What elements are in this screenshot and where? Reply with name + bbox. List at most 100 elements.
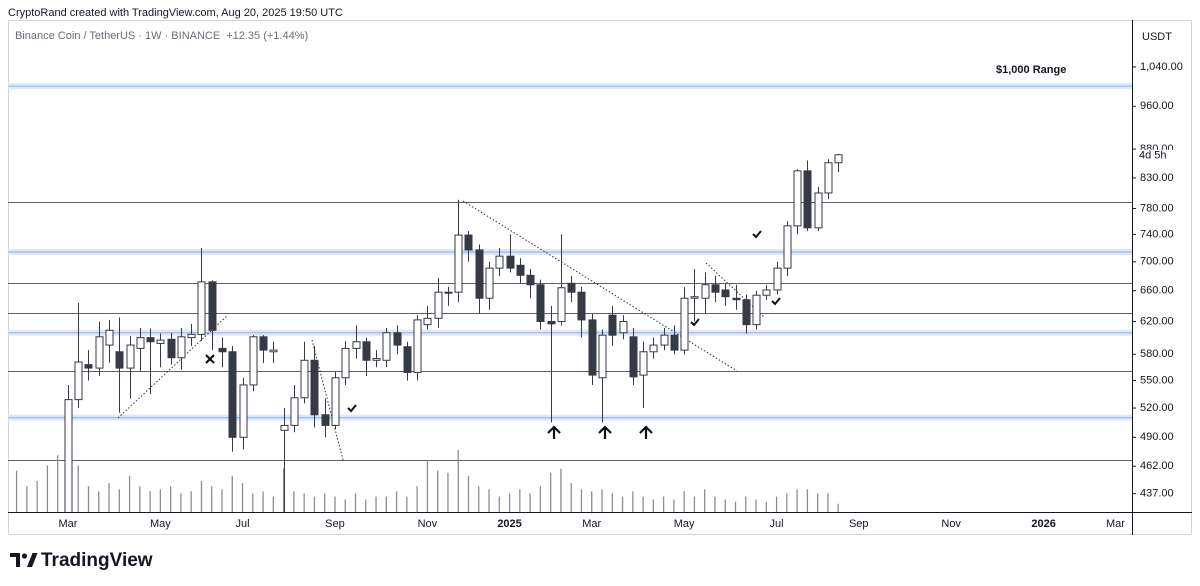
candle-body — [454, 234, 463, 293]
candle-body — [105, 329, 114, 346]
symbol-line: Binance Coin / TetherUS · 1W · BINANCE +1… — [15, 30, 308, 42]
candle-body — [783, 225, 792, 269]
y-tick-label: 660.00 — [1140, 285, 1174, 297]
candle-body — [567, 282, 576, 293]
candle-body — [95, 336, 104, 369]
candle-body — [434, 291, 443, 319]
logo-mark — [21, 553, 28, 559]
candle-body — [218, 347, 227, 353]
candle-body — [588, 319, 597, 376]
footer-logo: TradingView — [41, 550, 153, 571]
candle-body — [506, 255, 515, 269]
candle-body — [228, 351, 237, 438]
candle-body — [197, 281, 206, 335]
x-tick-label: Mar — [582, 518, 601, 530]
x-tick-label: May — [674, 518, 695, 530]
candle-body — [126, 344, 135, 369]
y-tick-label: 550.00 — [1140, 374, 1174, 386]
candle-body — [793, 170, 802, 227]
logo-mark — [10, 553, 20, 567]
candle-body — [362, 341, 371, 361]
x-tick-label: Jul — [770, 518, 784, 530]
y-tick-label: 520.00 — [1140, 402, 1174, 414]
candle-body — [177, 336, 186, 359]
candle-body — [649, 344, 658, 353]
candle-body — [382, 332, 391, 361]
y-tick-label: 700.00 — [1140, 256, 1174, 268]
candle-body — [464, 234, 473, 251]
candle-body — [146, 337, 155, 343]
candle-body — [670, 334, 679, 351]
y-tick-label: 780.00 — [1140, 202, 1174, 214]
candle-body — [495, 255, 504, 269]
levels — [8, 83, 1132, 461]
candle-body — [393, 332, 402, 346]
y-tick-label: 437.00 — [1140, 488, 1174, 500]
candle-body — [752, 294, 761, 326]
x-tick-label: Nov — [941, 518, 961, 530]
x-tick-label: Nov — [418, 518, 438, 530]
candle-body — [423, 317, 432, 326]
frame — [8, 20, 1192, 535]
candle-body — [280, 424, 289, 431]
candle-body — [352, 341, 361, 349]
x-tick-label: Sep — [849, 518, 869, 530]
y-tick-label: 740.00 — [1140, 228, 1174, 240]
currency: USDT — [1142, 31, 1172, 43]
check-icon — [752, 230, 762, 239]
y-tick-label: 490.00 — [1140, 431, 1174, 443]
candle-body — [167, 338, 176, 359]
candle-body — [239, 384, 248, 438]
candle-body — [742, 299, 751, 326]
candle-body — [413, 319, 422, 373]
trend-line — [117, 314, 229, 419]
candle-body — [84, 364, 93, 369]
candle-body — [269, 349, 278, 353]
trend-line — [462, 200, 738, 372]
candle-body — [208, 281, 217, 331]
candle-body — [187, 333, 196, 339]
check-icon — [347, 404, 357, 413]
candle-body — [74, 361, 83, 401]
candle-body — [115, 351, 124, 369]
candles — [64, 153, 843, 512]
candle-body — [619, 320, 628, 334]
candle-body — [516, 264, 525, 276]
candle-body — [834, 154, 843, 164]
candle-body — [403, 346, 412, 373]
arrow-icon — [639, 425, 653, 439]
y-tick-label: 830.00 — [1140, 172, 1174, 184]
x-tick-label: Mar — [1106, 518, 1125, 530]
arrow-icon — [547, 425, 561, 439]
candle-body — [732, 297, 741, 301]
x-tick-label: 2025 — [497, 518, 521, 530]
x-tick-label: Sep — [325, 518, 345, 530]
candle-body — [536, 284, 545, 322]
candle-body — [547, 320, 556, 325]
candle-body — [608, 314, 617, 336]
candle-body — [321, 414, 330, 426]
countdown-box — [1134, 149, 1190, 162]
candle-body — [372, 358, 381, 361]
candle-body — [690, 296, 699, 299]
candle-body — [803, 170, 812, 229]
candle-body — [680, 297, 689, 351]
countdown: 4d 5h — [1139, 150, 1167, 162]
x-tick-label: Jul — [236, 518, 250, 530]
candle-body — [156, 339, 165, 344]
x-tick-label: Mar — [58, 518, 77, 530]
y-tick-label: 580.00 — [1140, 348, 1174, 360]
y-tick-label: 620.00 — [1140, 315, 1174, 327]
candle-body — [259, 336, 268, 351]
candle-body — [639, 351, 648, 376]
candle-body — [577, 291, 586, 321]
candle-body — [331, 377, 340, 426]
header: CryptoRand created with TradingView.com,… — [8, 7, 343, 19]
annotation: $1,000 Range — [996, 64, 1066, 76]
check-icon — [771, 297, 781, 306]
candle-body — [824, 162, 833, 194]
candle-body — [485, 267, 494, 299]
candle-body — [526, 274, 535, 286]
